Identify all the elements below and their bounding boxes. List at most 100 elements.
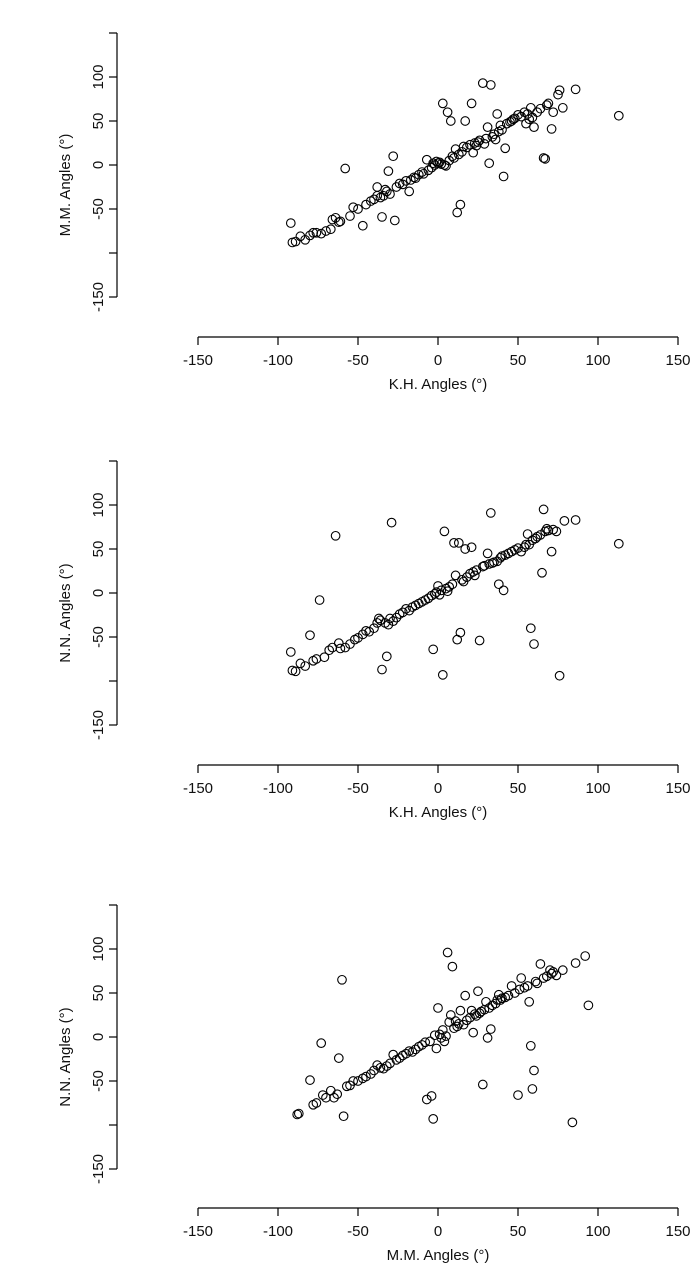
data-point xyxy=(311,227,322,238)
scatter-panel-3: -150 -50 0 50 100 N.N. Angles (°) -150 -100 -50 0… xyxy=(57,904,691,1264)
data-point xyxy=(340,163,351,174)
data-point xyxy=(498,585,509,596)
x-tick-label: -100 xyxy=(263,1223,293,1240)
data-point xyxy=(410,1044,421,1055)
data-point xyxy=(613,538,624,549)
data-point xyxy=(493,989,504,1000)
data-point xyxy=(305,630,315,641)
data-point xyxy=(285,218,296,228)
data-point xyxy=(477,1079,488,1090)
x-tick-label: -150 xyxy=(183,352,213,369)
data-point xyxy=(361,199,371,210)
x-tick-label: -50 xyxy=(347,1223,369,1240)
data-point xyxy=(506,116,517,126)
data-point xyxy=(329,1092,339,1103)
y-tick-label: -50 xyxy=(90,1070,107,1092)
data-point xyxy=(489,129,499,140)
data-point xyxy=(522,109,533,119)
data-point xyxy=(567,1117,578,1128)
data-point xyxy=(381,1061,392,1071)
data-point xyxy=(487,131,498,142)
data-point xyxy=(553,89,563,100)
y-axis-title: M.M. Angles (°) xyxy=(57,134,74,237)
data-point xyxy=(338,1111,349,1122)
x-tick-label: 150 xyxy=(665,1223,690,1240)
data-point xyxy=(321,226,331,236)
data-point xyxy=(369,194,379,205)
data-point xyxy=(388,616,399,627)
data-point xyxy=(538,153,549,163)
data-point xyxy=(525,1040,536,1051)
data-point xyxy=(437,669,448,680)
data-point xyxy=(417,167,427,177)
data-point xyxy=(485,80,496,90)
data-point xyxy=(319,652,330,663)
data-point xyxy=(465,1012,475,1023)
x-tick-label: 0 xyxy=(434,1223,442,1240)
data-point xyxy=(428,1113,439,1124)
data-point xyxy=(541,100,552,111)
data-point xyxy=(551,970,562,981)
x-tick-label: 50 xyxy=(510,1223,527,1240)
data-point xyxy=(570,84,581,95)
data-point xyxy=(385,189,395,199)
data-point xyxy=(394,1053,405,1063)
data-point xyxy=(455,627,466,638)
data-point xyxy=(378,1063,389,1074)
data-point xyxy=(455,199,466,210)
data-point xyxy=(535,959,546,969)
data-point xyxy=(557,965,568,975)
y-tick-label: -150 xyxy=(90,710,107,740)
data-point xyxy=(317,1090,328,1100)
data-point xyxy=(447,579,458,590)
data-point xyxy=(340,642,351,653)
data-point xyxy=(401,175,411,186)
data-point xyxy=(445,116,456,126)
data-point xyxy=(325,224,336,235)
data-point xyxy=(421,154,432,165)
data-point xyxy=(474,135,485,146)
data-point xyxy=(583,1000,594,1011)
data-point xyxy=(457,574,467,585)
data-point xyxy=(503,990,514,1001)
data-point xyxy=(290,666,301,677)
data-point xyxy=(357,220,368,231)
x-axis-title: K.H. Angles (°) xyxy=(389,376,488,393)
data-point xyxy=(335,216,346,227)
data-point xyxy=(466,98,477,109)
x-tick-label: 50 xyxy=(510,352,527,369)
data-point xyxy=(453,149,464,160)
data-point xyxy=(452,1021,463,1032)
data-point xyxy=(481,133,491,144)
data-point xyxy=(333,1053,344,1063)
data-point xyxy=(295,231,306,242)
data-point xyxy=(449,537,459,548)
data-point xyxy=(369,623,379,634)
data-point xyxy=(521,539,531,550)
data-point xyxy=(404,186,415,197)
data-point xyxy=(527,112,538,123)
scatter-panel-1: -150 -50 0 50 100 M.M. Angles (°) -150 -100 -50 0… xyxy=(57,32,691,393)
data-point xyxy=(381,186,392,197)
data-point xyxy=(295,658,306,669)
data-point xyxy=(554,670,565,681)
data-point xyxy=(332,1089,343,1100)
data-point xyxy=(420,1037,431,1048)
data-point xyxy=(482,548,493,559)
data-point xyxy=(428,644,439,655)
data-point xyxy=(353,1076,363,1086)
data-point xyxy=(497,124,507,135)
data-point xyxy=(546,968,557,979)
data-point xyxy=(541,971,552,982)
x-tick-label: 150 xyxy=(665,352,690,369)
data-point xyxy=(388,151,399,162)
data-point xyxy=(401,1048,411,1059)
data-point xyxy=(461,1015,472,1026)
data-point xyxy=(305,1075,315,1085)
data-point xyxy=(434,589,445,600)
data-point xyxy=(548,107,559,118)
data-point xyxy=(381,651,392,662)
data-point xyxy=(471,565,482,575)
data-point xyxy=(348,202,359,213)
data-point xyxy=(460,116,471,126)
